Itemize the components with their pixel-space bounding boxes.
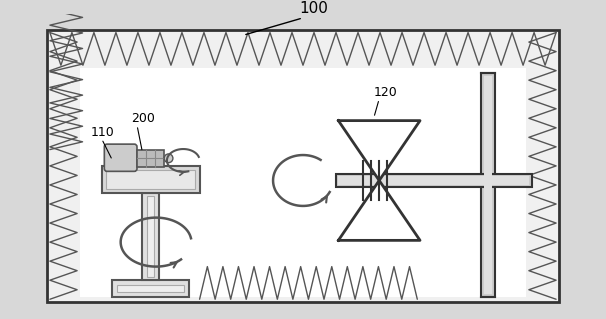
Text: 120: 120 xyxy=(374,86,398,99)
Bar xyxy=(199,264,418,297)
FancyBboxPatch shape xyxy=(104,144,137,171)
Text: 110: 110 xyxy=(91,126,115,139)
Circle shape xyxy=(164,154,173,163)
Polygon shape xyxy=(338,181,420,240)
Polygon shape xyxy=(338,121,420,181)
Bar xyxy=(199,256,418,267)
Bar xyxy=(484,76,492,294)
Bar xyxy=(80,68,243,297)
FancyBboxPatch shape xyxy=(113,280,188,297)
Bar xyxy=(481,73,495,297)
Bar xyxy=(102,166,199,193)
Bar xyxy=(80,267,199,297)
Bar xyxy=(117,285,184,292)
Bar xyxy=(50,33,556,65)
Bar xyxy=(106,170,195,189)
Text: 200: 200 xyxy=(132,112,155,125)
Bar xyxy=(47,30,559,302)
Bar xyxy=(336,174,531,187)
Bar xyxy=(137,150,164,167)
Bar xyxy=(338,176,529,185)
Bar xyxy=(142,193,159,280)
Text: 100: 100 xyxy=(299,1,328,16)
Bar xyxy=(147,196,155,278)
Bar xyxy=(80,68,526,297)
Bar xyxy=(418,267,526,297)
